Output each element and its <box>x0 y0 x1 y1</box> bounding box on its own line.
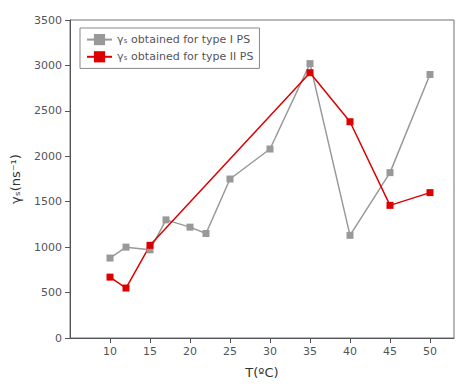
svg-text:35: 35 <box>303 345 317 358</box>
svg-text:T(ºC): T(ºC) <box>244 365 278 380</box>
svg-text:2500: 2500 <box>34 104 62 117</box>
svg-text:500: 500 <box>41 286 62 299</box>
svg-text:0: 0 <box>55 332 62 345</box>
svg-text:1500: 1500 <box>34 195 62 208</box>
svg-text:15: 15 <box>143 345 157 358</box>
svg-text:20: 20 <box>183 345 197 358</box>
svg-text:2000: 2000 <box>34 150 62 163</box>
svg-text:10: 10 <box>103 345 117 358</box>
svg-text:40: 40 <box>343 345 357 358</box>
svg-text:45: 45 <box>383 345 397 358</box>
svg-text:γₛ(ns⁻¹): γₛ(ns⁻¹) <box>8 154 23 204</box>
svg-text:γₛ obtained for type I PS: γₛ obtained for type I PS <box>117 33 250 46</box>
svg-text:30: 30 <box>263 345 277 358</box>
svg-text:50: 50 <box>423 345 437 358</box>
svg-text:3000: 3000 <box>34 59 62 72</box>
svg-text:γₛ obtained for type II PS: γₛ obtained for type II PS <box>117 50 253 63</box>
svg-text:3500: 3500 <box>34 14 62 27</box>
svg-text:25: 25 <box>223 345 237 358</box>
svg-text:1000: 1000 <box>34 241 62 254</box>
